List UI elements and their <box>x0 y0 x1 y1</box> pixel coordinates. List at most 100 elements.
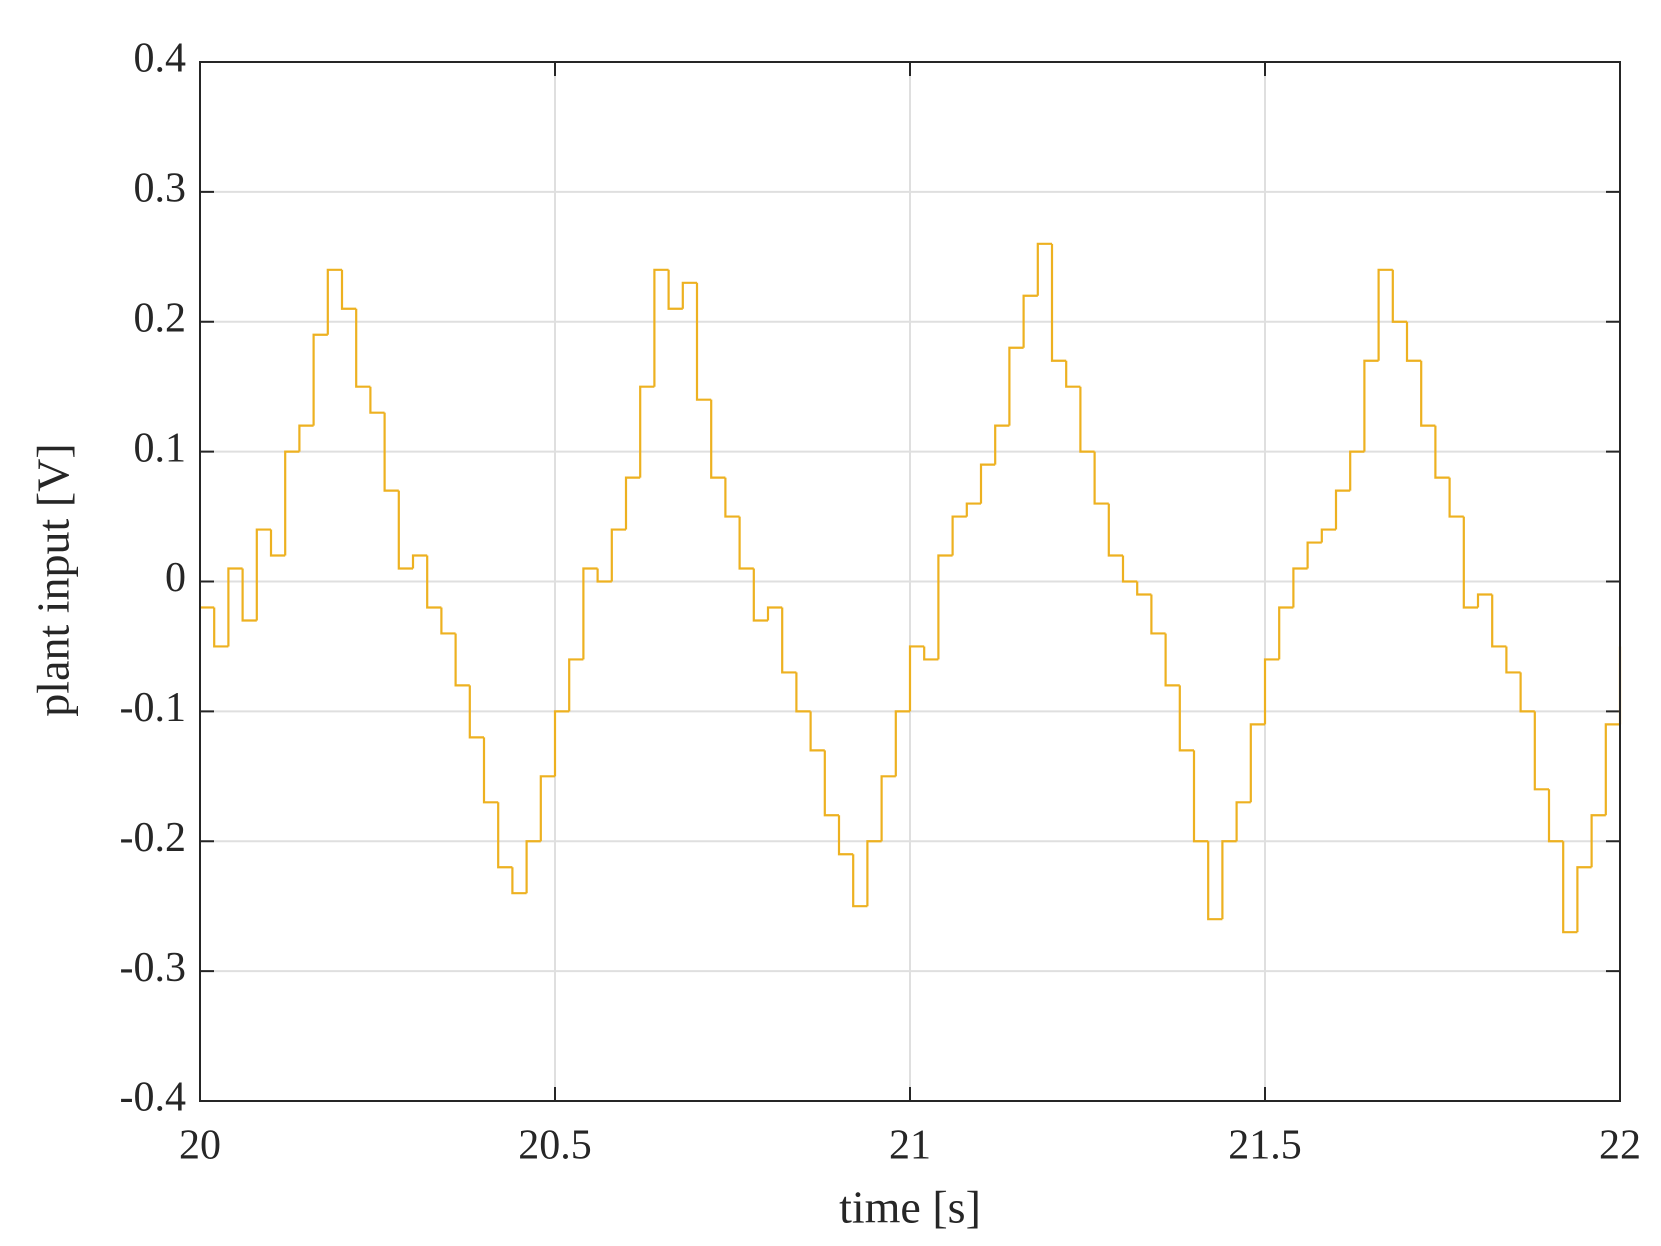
line-step <box>355 308 371 388</box>
line-step <box>369 386 385 414</box>
line-step <box>894 710 910 777</box>
line-step <box>1263 658 1280 725</box>
line-step <box>241 568 257 622</box>
line-step <box>1050 243 1067 362</box>
line-step <box>1065 360 1081 388</box>
line-step <box>667 269 683 310</box>
line-step <box>852 854 868 908</box>
line-step <box>908 645 925 712</box>
line-step <box>766 606 783 621</box>
line-step <box>610 528 626 582</box>
line-step <box>1604 723 1620 816</box>
y-tick-label: 0.4 <box>134 36 187 82</box>
line-step <box>1377 268 1393 361</box>
line-step <box>1036 242 1052 296</box>
y-tick-label: 0 <box>165 555 186 601</box>
line-step <box>738 516 754 570</box>
line-step <box>383 412 399 492</box>
line-step <box>1136 581 1152 596</box>
line-step <box>965 502 981 517</box>
line-step <box>639 385 655 478</box>
y-tick-label: -0.4 <box>120 1075 187 1121</box>
y-tick-label: 0.1 <box>134 425 187 471</box>
line-step <box>923 646 939 661</box>
line-step <box>411 554 428 569</box>
line-step <box>1420 360 1436 427</box>
line-step <box>511 867 527 895</box>
line-step <box>1235 801 1251 842</box>
line-step <box>880 775 896 842</box>
line-step <box>440 607 456 635</box>
line-step <box>1164 633 1180 687</box>
line-step <box>553 710 570 777</box>
line-step <box>1093 451 1109 505</box>
line-step <box>1533 711 1549 791</box>
line-step <box>795 672 811 713</box>
y-tick-label: -0.2 <box>120 815 187 861</box>
line-step <box>1391 269 1407 323</box>
line-step <box>1022 294 1038 348</box>
line-step <box>284 450 300 556</box>
line-step <box>1107 503 1123 557</box>
line-step <box>1207 841 1223 921</box>
line-step <box>681 281 697 309</box>
line-step <box>340 269 357 310</box>
line-step <box>1306 541 1322 569</box>
line-step <box>1505 646 1521 674</box>
line-step <box>823 750 839 817</box>
line-step <box>1491 594 1507 648</box>
line-step <box>1221 840 1237 920</box>
y-axis-label: plant input [V] <box>28 443 79 716</box>
plot-frame <box>199 61 1621 1102</box>
line-step <box>1434 425 1450 479</box>
line-step <box>298 424 314 452</box>
line-step <box>1405 321 1422 362</box>
line-step <box>1121 555 1138 583</box>
line-step <box>1448 477 1464 518</box>
line-step <box>866 840 882 907</box>
line-step <box>653 268 669 387</box>
line-step <box>213 607 229 648</box>
line-step <box>951 515 967 556</box>
line-step <box>837 815 854 856</box>
line-step <box>1334 489 1351 530</box>
line-step <box>568 658 584 712</box>
line-step <box>1519 672 1535 713</box>
y-tick-label: -0.1 <box>120 685 187 731</box>
line-step <box>1192 750 1209 843</box>
line-step <box>1547 789 1564 843</box>
line-step <box>326 268 342 335</box>
line-step <box>809 711 825 752</box>
line-step <box>582 567 598 660</box>
line-step <box>454 633 470 687</box>
line-step <box>269 529 286 557</box>
line-step <box>1249 723 1265 803</box>
line-step <box>1292 567 1308 608</box>
line-step <box>397 490 413 570</box>
line-step <box>1576 866 1592 933</box>
line-step <box>710 399 726 479</box>
line-step <box>937 554 953 660</box>
line-step <box>624 476 641 530</box>
line-step <box>468 685 484 739</box>
line-step <box>979 463 996 504</box>
line-step <box>752 568 768 622</box>
line-step <box>994 424 1010 465</box>
line-step <box>695 282 712 401</box>
x-tick-label: 21.5 <box>1228 1123 1302 1169</box>
line-step <box>1349 450 1365 491</box>
x-axis-label: time [s] <box>839 1182 981 1233</box>
line-step <box>255 528 271 621</box>
x-tick-label: 20 <box>179 1123 221 1169</box>
y-tick-label: -0.3 <box>120 945 187 991</box>
line-step <box>497 802 513 869</box>
line-step <box>1590 814 1606 868</box>
x-tick-label: 21 <box>889 1123 931 1169</box>
line-step <box>1178 685 1194 752</box>
line-step <box>227 567 243 647</box>
line-step <box>1008 346 1024 426</box>
line-step <box>1462 516 1478 609</box>
line-step <box>781 607 797 674</box>
line-step <box>539 775 555 842</box>
